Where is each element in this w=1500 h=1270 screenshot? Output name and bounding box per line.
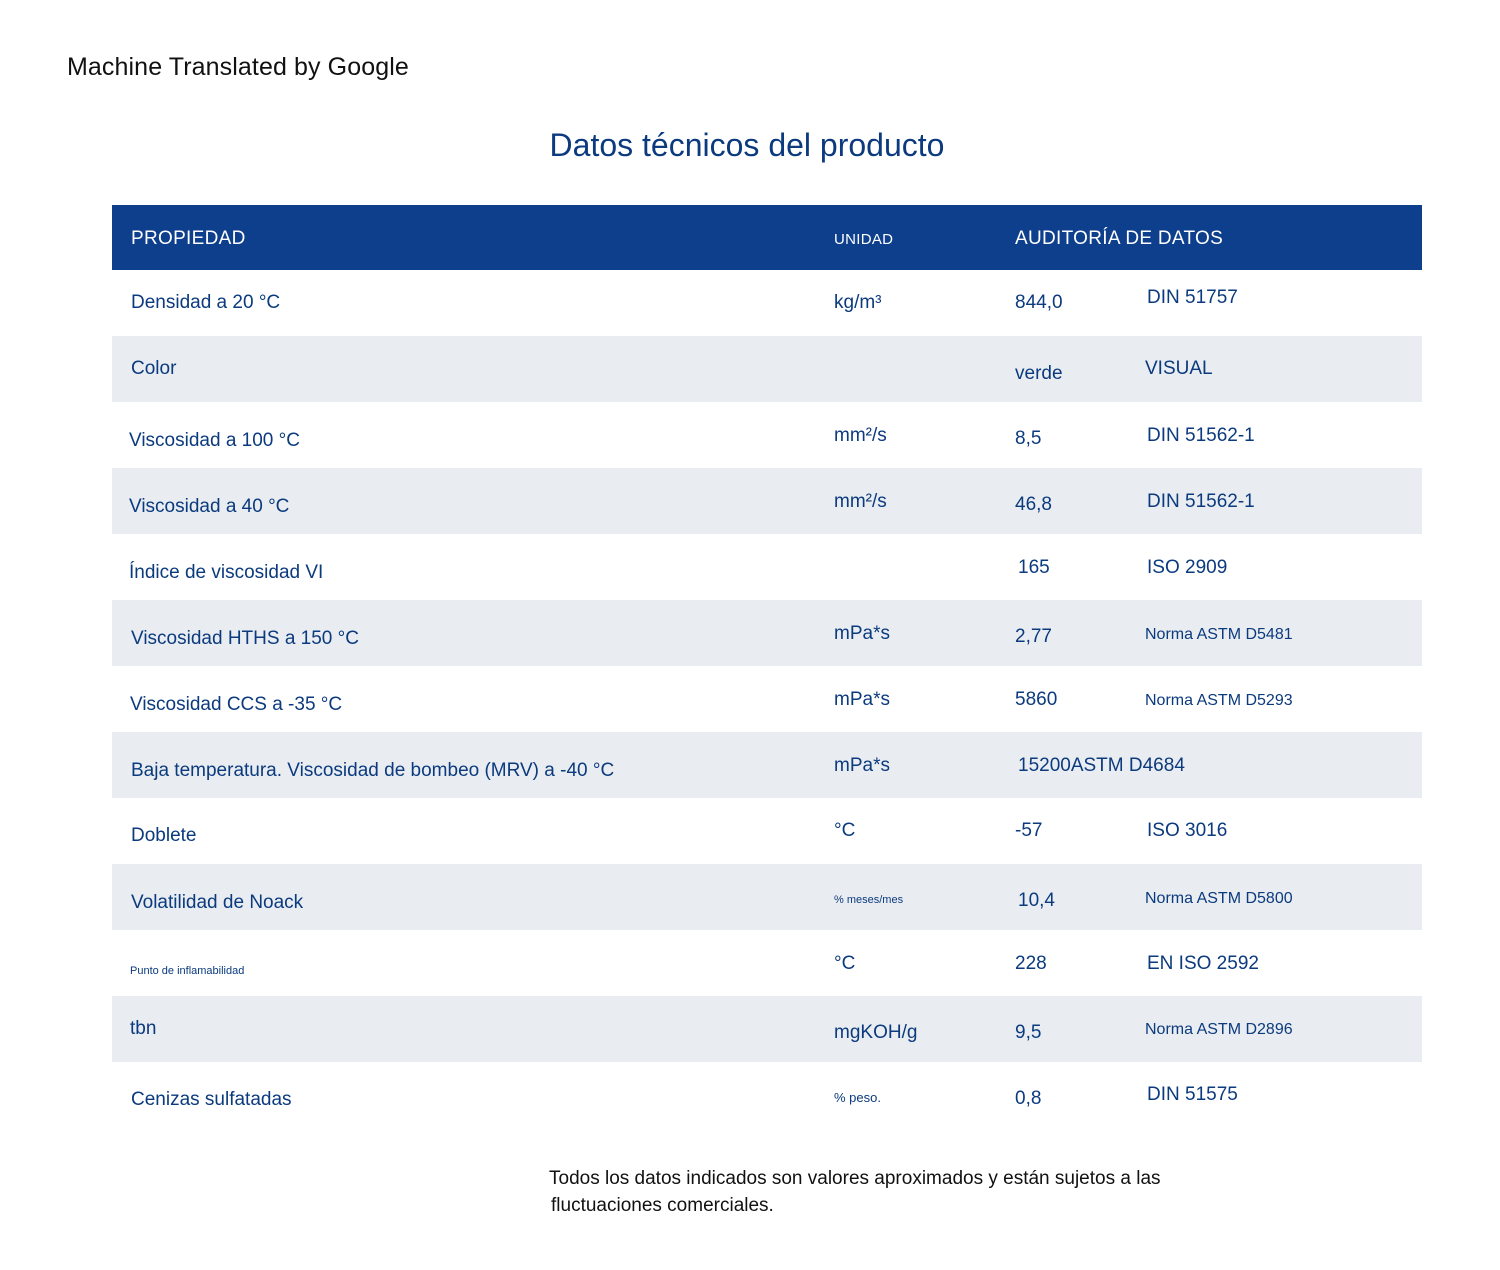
value-cell: 844,0 <box>1015 292 1063 313</box>
value-cell: 5860 <box>1015 689 1058 710</box>
method-cell: ISO 3016 <box>1147 820 1228 841</box>
method-cell: DIN 51562-1 <box>1147 425 1255 446</box>
table-row: Viscosidad CCS a -35 °C mPa*s 5860 Norma… <box>112 666 1422 732</box>
header-unit: UNIDAD <box>834 231 894 248</box>
page-title-text: Datos técnicos del producto <box>549 127 945 163</box>
value-cell: 9,5 <box>1015 1022 1042 1043</box>
table-row: Punto de inflamabilidad °C 228 EN ISO 25… <box>112 930 1422 996</box>
technical-data-table: PROPIEDAD UNIDAD AUDITORÍA DE DATOS Dens… <box>112 205 1422 1128</box>
unit-cell: mm²/s <box>834 491 887 512</box>
footnote-line-2: fluctuaciones comerciales. <box>551 1195 774 1216</box>
header-audit: AUDITORÍA DE DATOS <box>1015 228 1224 249</box>
value-cell: -57 <box>1015 820 1043 841</box>
property-cell: Cenizas sulfatadas <box>131 1089 292 1110</box>
property-cell: Viscosidad a 100 °C <box>129 430 300 451</box>
table-row: Baja temperatura. Viscosidad de bombeo (… <box>112 732 1422 798</box>
property-cell: Doblete <box>131 825 197 846</box>
footnote-line-1: Todos los datos indicados son valores ap… <box>549 1168 1161 1189</box>
method-cell: EN ISO 2592 <box>1147 953 1259 974</box>
method-cell: VISUAL <box>1145 358 1213 379</box>
method-cell: Norma ASTM D5481 <box>1145 626 1293 643</box>
method-cell: DIN 51575 <box>1147 1084 1238 1105</box>
unit-cell: % meses/mes <box>834 894 904 906</box>
machine-translated-label: Machine Translated by Google <box>67 53 409 81</box>
property-cell: Densidad a 20 °C <box>131 292 281 313</box>
unit-cell: mm²/s <box>834 425 887 446</box>
table-row: tbn mgKOH/g 9,5 Norma ASTM D2896 <box>112 996 1422 1062</box>
property-cell: Índice de viscosidad VI <box>129 562 324 583</box>
unit-cell: mgKOH/g <box>834 1022 918 1043</box>
property-cell: Punto de inflamabilidad <box>130 965 245 977</box>
value-cell: 15200ASTM D4684 <box>1018 755 1185 776</box>
table-row: Índice de viscosidad VI 165 ISO 2909 <box>112 534 1422 600</box>
table-row: Densidad a 20 °C kg/m³ 844,0 DIN 51757 <box>112 270 1422 336</box>
table-row: Viscosidad HTHS a 150 °C mPa*s 2,77 Norm… <box>112 600 1422 666</box>
unit-cell: kg/m³ <box>834 292 882 313</box>
property-cell: Viscosidad CCS a -35 °C <box>130 694 343 715</box>
table-row: Volatilidad de Noack % meses/mes 10,4 No… <box>112 864 1422 930</box>
value-cell: 10,4 <box>1018 890 1055 911</box>
table-header: PROPIEDAD UNIDAD AUDITORÍA DE DATOS <box>112 205 1422 270</box>
value-cell: 228 <box>1015 953 1047 974</box>
table-row: Viscosidad a 100 °C mm²/s 8,5 DIN 51562-… <box>112 402 1422 468</box>
property-cell: Viscosidad a 40 °C <box>129 496 290 517</box>
header-property: PROPIEDAD <box>131 228 246 249</box>
property-cell: Volatilidad de Noack <box>131 892 304 913</box>
method-cell: ISO 2909 <box>1147 557 1228 578</box>
method-cell: Norma ASTM D5293 <box>1145 692 1293 709</box>
value-cell: verde <box>1015 363 1063 384</box>
value-cell: 2,77 <box>1015 626 1052 647</box>
table-row: Cenizas sulfatadas % peso. 0,8 DIN 51575 <box>112 1062 1422 1128</box>
method-cell: Norma ASTM D2896 <box>1145 1021 1293 1038</box>
unit-cell: mPa*s <box>834 755 890 776</box>
unit-cell: mPa*s <box>834 689 890 710</box>
unit-cell: °C <box>834 953 856 974</box>
method-cell: DIN 51562-1 <box>1147 491 1255 512</box>
footnote: Todos los datos indicados son valores ap… <box>549 1165 1249 1219</box>
method-cell: Norma ASTM D5800 <box>1145 890 1293 907</box>
unit-cell: mPa*s <box>834 623 890 644</box>
table-row: Doblete °C -57 ISO 3016 <box>112 798 1422 864</box>
value-cell: 165 <box>1018 557 1050 578</box>
method-cell: DIN 51757 <box>1147 287 1238 308</box>
table-row: Viscosidad a 40 °C mm²/s 46,8 DIN 51562-… <box>112 468 1422 534</box>
unit-cell: °C <box>834 820 856 841</box>
property-cell: Viscosidad HTHS a 150 °C <box>131 628 359 649</box>
table-row: Color verde VISUAL <box>112 336 1422 402</box>
property-cell: Baja temperatura. Viscosidad de bombeo (… <box>131 760 615 781</box>
property-cell: Color <box>131 358 177 379</box>
property-cell: tbn <box>130 1018 157 1039</box>
value-cell: 8,5 <box>1015 428 1042 449</box>
value-cell: 46,8 <box>1015 494 1052 515</box>
page-title: Datos técnicos del producto <box>0 127 1500 164</box>
unit-cell: % peso. <box>834 1090 881 1105</box>
value-cell: 0,8 <box>1015 1088 1042 1109</box>
